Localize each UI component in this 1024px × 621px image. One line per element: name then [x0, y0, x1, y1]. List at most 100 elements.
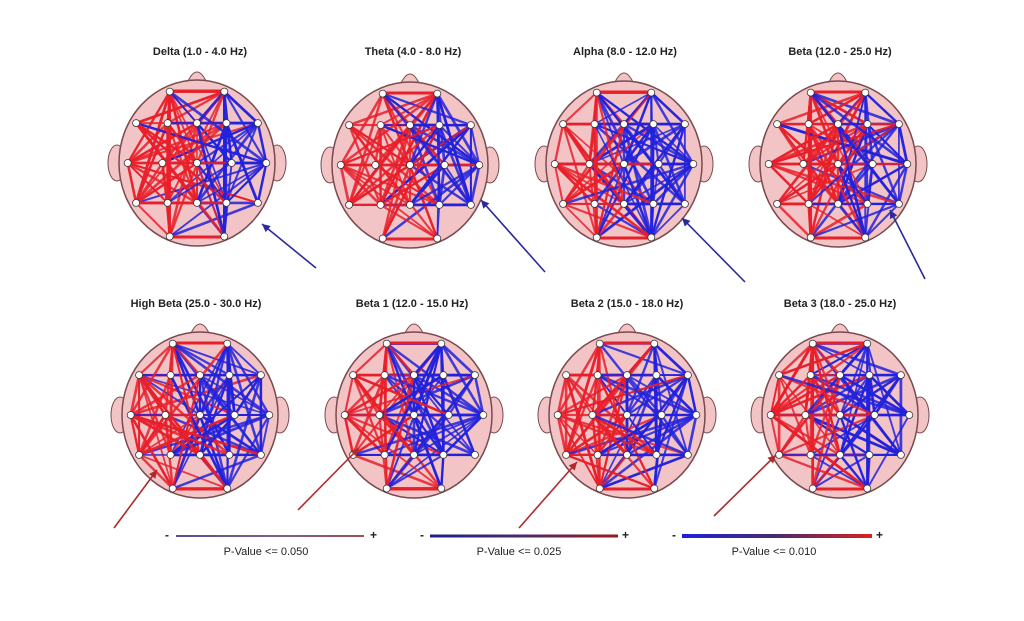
electrode	[126, 411, 135, 419]
electrode	[336, 161, 345, 169]
electrode	[161, 411, 170, 419]
electrode	[808, 484, 817, 493]
head-map-high-beta	[110, 323, 290, 499]
connection-line	[768, 122, 868, 166]
connection-line	[379, 93, 439, 206]
electrode	[585, 160, 594, 168]
electrode	[863, 199, 872, 208]
pointer-arrow	[297, 447, 360, 511]
connection-line	[438, 164, 481, 206]
electrode	[349, 371, 358, 380]
electrode	[804, 199, 813, 208]
connection-line	[135, 90, 225, 125]
connection-line	[591, 414, 599, 456]
electrode	[865, 450, 874, 459]
connection-line	[351, 374, 386, 456]
electrode	[225, 371, 234, 380]
electrode	[650, 484, 659, 493]
electrode	[345, 121, 354, 129]
connection-line	[812, 454, 870, 490]
electrode	[439, 371, 448, 380]
band-title-delta: Delta (1.0 - 4.0 Hz)	[152, 46, 248, 58]
electrode	[590, 120, 599, 128]
legend-3-minus: -	[672, 528, 676, 542]
connection-line	[599, 453, 689, 490]
electrode	[193, 119, 201, 127]
connection-line	[686, 374, 698, 416]
electrode	[168, 339, 177, 348]
connection-line	[412, 342, 443, 377]
legend-1-colorbar	[176, 535, 364, 537]
connection-line	[597, 414, 697, 456]
connection-line	[169, 162, 267, 238]
band-title-theta: Theta (4.0 - 8.0 Hz)	[364, 46, 462, 58]
electrode	[135, 450, 144, 459]
electrode	[897, 371, 905, 380]
connection-line	[352, 342, 388, 376]
electrode	[895, 199, 903, 208]
connection-line	[169, 343, 174, 376]
connection-line	[807, 203, 812, 238]
connection-line	[385, 414, 450, 490]
connection-line	[196, 122, 259, 164]
connection-line	[130, 374, 201, 417]
connection-line	[562, 202, 652, 239]
electrode	[406, 161, 414, 169]
connection-line	[348, 124, 411, 166]
electrode	[808, 339, 817, 348]
connection-line	[807, 123, 840, 165]
connection-line	[171, 342, 201, 376]
electrode	[345, 200, 354, 209]
connection-line	[134, 91, 172, 204]
electrode	[903, 160, 912, 168]
connection-line	[137, 414, 167, 456]
electrode	[168, 484, 177, 493]
electrode	[256, 371, 265, 380]
connection-line	[802, 92, 812, 165]
connection-line	[562, 162, 694, 206]
connection-line	[340, 124, 440, 166]
electrode	[806, 450, 815, 459]
connection-line	[812, 342, 902, 377]
electrode	[905, 411, 914, 419]
head-map-beta-3	[750, 323, 930, 499]
connection-line	[598, 343, 629, 456]
connection-line	[340, 164, 438, 240]
connection-line	[650, 163, 695, 239]
connection-line	[408, 93, 439, 166]
electrode	[475, 161, 484, 169]
electrode	[380, 371, 389, 380]
connection-line	[195, 90, 226, 125]
connection-line	[809, 91, 900, 205]
electrode	[620, 199, 628, 208]
connection-line	[809, 123, 869, 239]
electrode	[410, 411, 418, 419]
electrode	[647, 88, 656, 97]
connection-line	[138, 454, 228, 490]
electrode	[406, 121, 414, 129]
legend-2-plus: +	[622, 528, 630, 542]
connection-line	[226, 342, 271, 416]
connection-line	[473, 374, 485, 416]
connection-line	[652, 123, 660, 165]
connection-line	[413, 343, 443, 456]
connection-line	[837, 203, 867, 239]
connection-line	[553, 162, 653, 239]
connection-line	[199, 414, 229, 489]
connection-line	[626, 374, 689, 416]
connection-line	[599, 342, 689, 377]
electrode	[593, 371, 602, 380]
electrode	[647, 233, 656, 242]
connection-line	[386, 454, 444, 490]
connection-line	[172, 453, 262, 490]
connection-line	[591, 414, 629, 456]
connection-line	[343, 374, 355, 416]
electrode	[897, 450, 905, 459]
connection-line	[623, 123, 686, 205]
connection-line	[440, 342, 476, 377]
connection-line	[127, 121, 198, 165]
electrode	[559, 120, 567, 128]
band-title-alpha: Alpha (8.0 - 12.0 Hz)	[573, 46, 677, 58]
connection-line	[811, 374, 842, 489]
electrode	[433, 89, 442, 98]
